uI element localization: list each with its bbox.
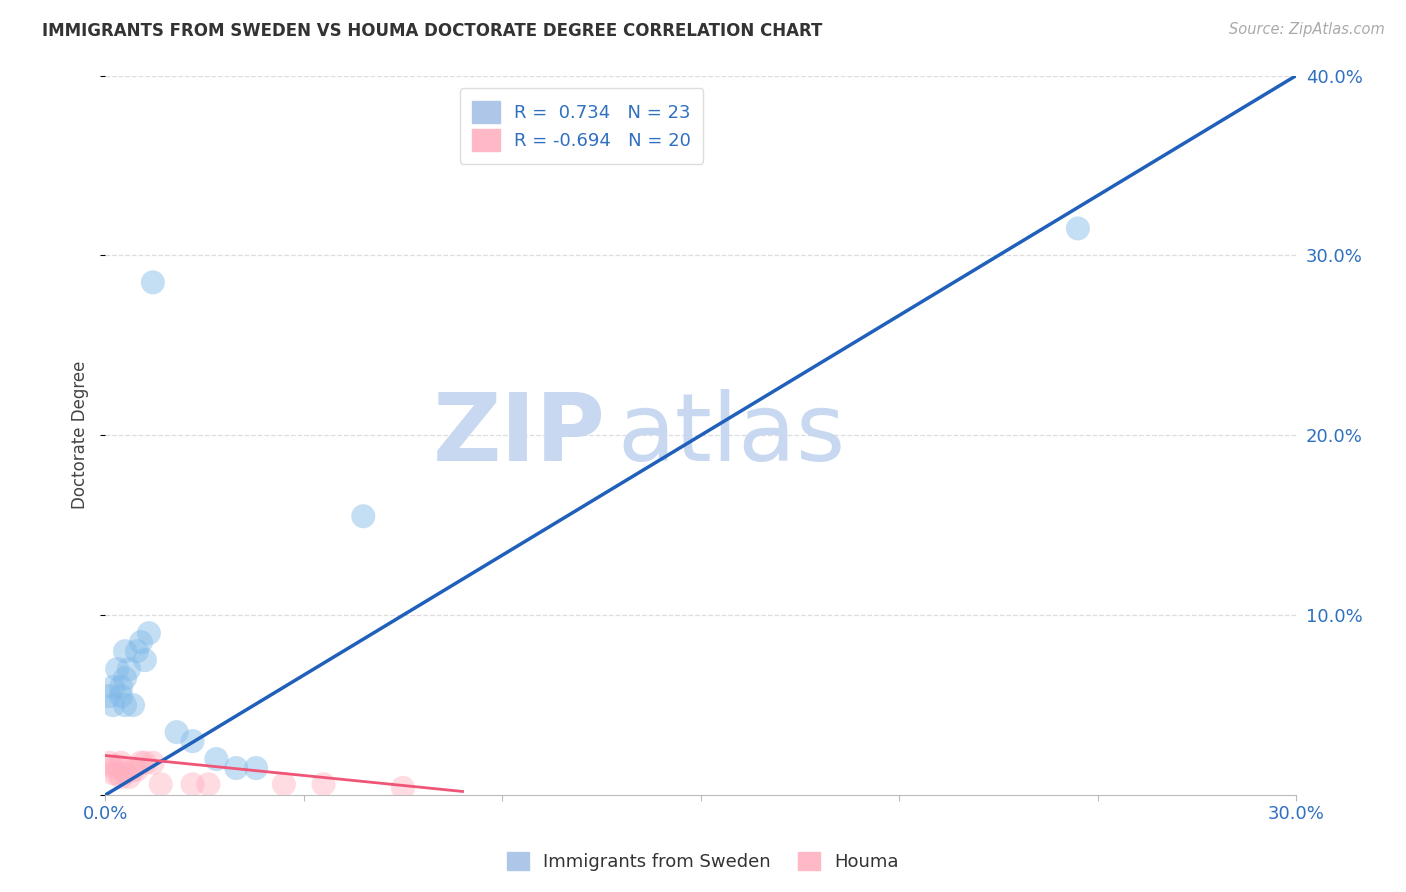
Point — [352, 509, 374, 524]
Point — [138, 626, 160, 640]
Point — [114, 644, 136, 658]
Point — [101, 759, 124, 773]
Point — [312, 777, 335, 791]
Point — [98, 689, 121, 703]
Point — [122, 698, 145, 712]
Point — [118, 662, 141, 676]
Point — [101, 698, 124, 712]
Text: ZIP: ZIP — [433, 389, 606, 482]
Point — [149, 777, 172, 791]
Point — [205, 752, 228, 766]
Point — [125, 763, 148, 777]
Point — [110, 689, 132, 703]
Point — [114, 671, 136, 685]
Point — [181, 734, 204, 748]
Point — [142, 276, 165, 290]
Text: Source: ZipAtlas.com: Source: ZipAtlas.com — [1229, 22, 1385, 37]
Point — [129, 756, 152, 770]
Point — [245, 761, 267, 775]
Point — [125, 644, 148, 658]
Legend: R =  0.734   N = 23, R = -0.694   N = 20: R = 0.734 N = 23, R = -0.694 N = 20 — [460, 88, 703, 164]
Y-axis label: Doctorate Degree: Doctorate Degree — [72, 361, 89, 509]
Point — [129, 635, 152, 649]
Point — [101, 766, 124, 780]
Point — [273, 777, 295, 791]
Point — [110, 756, 132, 770]
Point — [225, 761, 247, 775]
Point — [110, 680, 132, 694]
Point — [98, 756, 121, 770]
Point — [1067, 221, 1090, 235]
Text: atlas: atlas — [617, 389, 845, 482]
Point — [105, 662, 128, 676]
Point — [114, 698, 136, 712]
Point — [197, 777, 219, 791]
Legend: Immigrants from Sweden, Houma: Immigrants from Sweden, Houma — [501, 845, 905, 879]
Point — [114, 766, 136, 780]
Point — [166, 725, 188, 739]
Text: IMMIGRANTS FROM SWEDEN VS HOUMA DOCTORATE DEGREE CORRELATION CHART: IMMIGRANTS FROM SWEDEN VS HOUMA DOCTORAT… — [42, 22, 823, 40]
Point — [134, 653, 156, 667]
Point — [142, 756, 165, 770]
Point — [118, 770, 141, 784]
Point — [134, 756, 156, 770]
Point — [105, 766, 128, 780]
Point — [110, 770, 132, 784]
Point — [122, 763, 145, 777]
Point — [392, 780, 415, 795]
Point — [101, 680, 124, 694]
Point — [105, 759, 128, 773]
Point — [181, 777, 204, 791]
